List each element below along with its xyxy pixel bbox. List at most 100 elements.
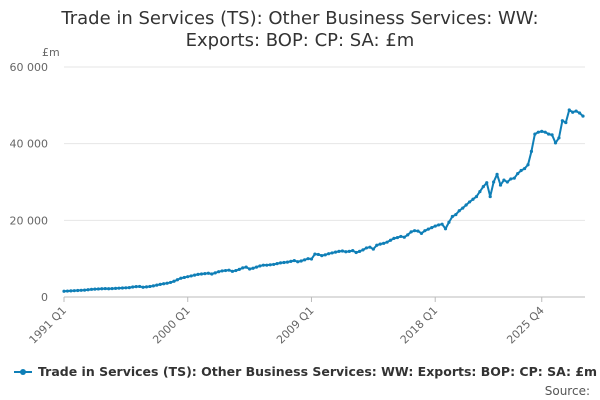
x-axis: 1991 Q1 2000 Q1 2009 Q1 2018 Q1 2025 Q4 (27, 297, 547, 346)
data-point (302, 258, 307, 262)
data-point (268, 263, 272, 267)
data-point (72, 289, 76, 293)
data-point (96, 287, 100, 291)
data-point (406, 233, 410, 237)
data-point (519, 168, 523, 173)
data-point (93, 287, 97, 291)
y-axis-unit-label: £m (42, 46, 60, 59)
data-point (409, 230, 413, 234)
data-point (457, 209, 461, 213)
chart-title: Trade in Services (TS): Other Business S… (0, 8, 600, 52)
data-point (337, 249, 341, 253)
data-point (347, 249, 351, 253)
source-label: Source: (544, 384, 590, 398)
data-point (151, 284, 155, 288)
data-point (107, 287, 111, 291)
data-point (103, 286, 107, 291)
data-point (533, 132, 537, 136)
data-point (179, 276, 183, 280)
data-point (540, 129, 544, 133)
data-point (83, 288, 87, 292)
data-point (272, 262, 276, 267)
data-point (203, 272, 207, 276)
data-point (248, 267, 252, 271)
data-point (113, 286, 118, 290)
data-point (134, 285, 138, 289)
data-point (199, 272, 204, 276)
data-point (495, 172, 499, 176)
data-point (536, 130, 540, 134)
data-point (560, 119, 564, 123)
series-line (63, 108, 584, 293)
data-point (344, 250, 348, 254)
data-point (316, 252, 320, 257)
data-point (412, 229, 417, 233)
data-point (433, 224, 437, 228)
data-point (440, 222, 444, 226)
data-point (227, 268, 231, 272)
data-point (100, 287, 104, 291)
data-point (168, 280, 173, 285)
data-point (447, 220, 451, 224)
data-point (357, 249, 362, 253)
x-tick-label: 2009 Q1 (274, 304, 317, 347)
data-point (564, 120, 568, 125)
data-point (127, 286, 131, 290)
data-point (141, 285, 145, 289)
data-point (385, 240, 389, 244)
data-point (574, 109, 578, 113)
data-point (581, 114, 585, 118)
data-point (492, 180, 496, 184)
data-point (306, 257, 310, 261)
y-tick-label: 0 (41, 291, 48, 304)
data-point (241, 266, 245, 270)
data-point (261, 263, 265, 267)
legend-line-marker-icon (14, 367, 32, 377)
x-tick-label: 2000 Q1 (150, 304, 193, 347)
data-point (131, 285, 135, 289)
data-point (120, 286, 125, 290)
data-point (382, 241, 386, 245)
y-axis-ticks: 0 20 000 40 000 60 000 (10, 61, 49, 304)
data-point (309, 257, 314, 261)
data-point (371, 247, 375, 251)
data-point (454, 212, 458, 217)
data-point (182, 275, 186, 280)
data-point (296, 260, 300, 264)
data-point (258, 264, 262, 268)
data-point (375, 243, 379, 247)
data-point (399, 234, 403, 239)
data-point (467, 200, 472, 204)
data-point (285, 260, 290, 264)
data-point (237, 267, 241, 271)
data-point (148, 284, 152, 289)
data-point (553, 141, 558, 145)
data-point (419, 231, 424, 235)
data-point (333, 250, 338, 254)
data-point (223, 268, 228, 273)
data-point (464, 203, 468, 207)
data-point (275, 262, 279, 266)
data-point (217, 270, 221, 274)
data-point (313, 252, 317, 256)
data-point (206, 271, 210, 275)
data-point (162, 282, 166, 286)
data-point (416, 229, 420, 233)
data-point (213, 271, 217, 275)
data-point (340, 249, 345, 253)
data-point (488, 194, 492, 199)
data-point (172, 279, 176, 283)
data-point (220, 269, 224, 273)
data-point (327, 252, 331, 256)
data-point (230, 269, 235, 273)
data-point (354, 250, 358, 255)
x-tick-label: 2018 Q1 (398, 304, 441, 347)
data-point (474, 194, 479, 199)
data-point (505, 180, 509, 184)
data-point (265, 263, 269, 267)
data-point (450, 214, 454, 219)
data-point (402, 235, 406, 239)
legend: Trade in Services (TS): Other Business S… (14, 364, 597, 379)
data-point (189, 274, 193, 278)
